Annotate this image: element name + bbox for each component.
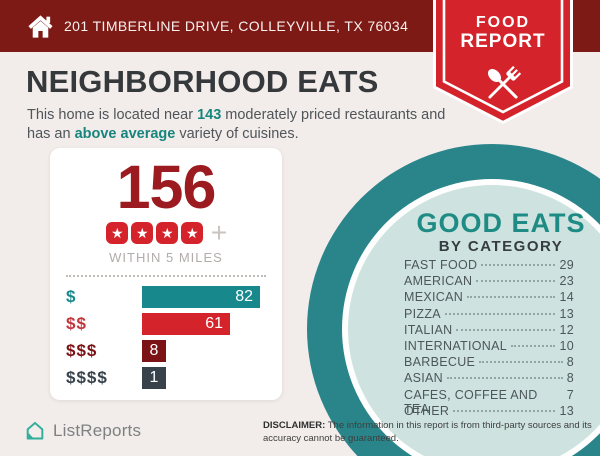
category-row: AMERICAN 23	[404, 274, 574, 290]
dotted-leader	[481, 264, 556, 266]
dotted-leader	[467, 296, 556, 299]
price-bar-chart: $82 $$ 61 $$$ 8 $$$$ 1	[50, 286, 282, 389]
category-label: CAFES, COFFEE AND TEA	[404, 387, 538, 416]
category-label: FAST FOOD	[404, 258, 478, 272]
bar: 82	[142, 286, 260, 308]
category-value: 13	[559, 306, 574, 321]
dotted-leader	[444, 312, 556, 315]
good-eats-title: GOOD EATS	[416, 208, 586, 238]
price-bar-row: $$ 61	[66, 313, 266, 335]
intro-line2: has an above average variety of cuisines…	[27, 126, 299, 142]
star-rating: ★ ★ ★ ★ +	[50, 217, 282, 248]
bar-value: 82	[235, 288, 253, 305]
bar-track: 8	[142, 340, 266, 362]
category-row: BARBECUE 8	[404, 355, 574, 371]
food-report-badge: FOOD REPORT	[433, 0, 573, 124]
category-row: FAST FOOD 29	[404, 258, 574, 274]
price-level-label: $$	[66, 314, 87, 333]
price-bar-row: $$$$ 1	[66, 367, 266, 389]
listreports-logo: ListReports	[24, 420, 141, 442]
category-row: CAFES, COFFEE AND TEA 7	[404, 387, 574, 416]
good-eats-subtitle: BY CATEGORY	[438, 238, 564, 255]
home-icon	[28, 14, 53, 38]
total-restaurants: 156	[116, 153, 217, 221]
star-icon: ★	[131, 222, 154, 244]
bar-value: 61	[205, 315, 223, 332]
star-icon: ★	[181, 222, 204, 244]
category-value: 7	[566, 387, 574, 402]
category-label: MEXICAN	[404, 290, 464, 305]
dotted-leader	[476, 280, 556, 283]
category-label: BARBECUE	[404, 355, 476, 370]
bar-track: 82	[142, 286, 266, 308]
spoon-fork-icon	[488, 65, 522, 99]
price-level-label: $$$$	[66, 368, 108, 387]
category-row: INTERNATIONAL 10	[404, 339, 574, 355]
bar: 8	[142, 340, 166, 362]
bar-track: 1	[142, 367, 266, 389]
category-row: PIZZA 13	[404, 307, 574, 323]
bar-value: 1	[149, 369, 159, 386]
price-bar-row: $$$ 8	[66, 340, 266, 362]
category-row: OTHER 13	[404, 404, 574, 420]
category-label: INTERNATIONAL	[404, 338, 507, 353]
disclaimer: DISCLAIMER: The information in this repo…	[263, 420, 592, 444]
category-label: AMERICAN	[404, 274, 473, 289]
category-value: 8	[566, 371, 574, 386]
price-level-label: $	[66, 287, 77, 306]
dotted-leader	[510, 344, 556, 347]
category-row: ITALIAN 12	[404, 323, 574, 339]
star-icon: ★	[106, 222, 129, 244]
category-value: 13	[559, 403, 574, 418]
bar-track: 61	[142, 313, 266, 335]
category-label: PIZZA	[404, 306, 441, 321]
price-level-label: $$$	[66, 341, 98, 360]
property-address: 201 TIMBERLINE DRIVE, COLLEYVILLE, TX 76…	[64, 18, 409, 34]
category-row: ASIAN 8	[404, 371, 574, 387]
intro-text: This home is located near 143 moderately…	[27, 106, 467, 144]
dotted-divider	[66, 275, 266, 277]
bar: 61	[142, 313, 230, 335]
disclaimer-label: DISCLAIMER:	[263, 420, 326, 431]
price-bar-row: $82	[66, 286, 266, 308]
category-value: 23	[559, 274, 574, 289]
category-label: OTHER	[404, 403, 450, 418]
star-icon: ★	[156, 222, 179, 244]
dotted-leader	[479, 361, 563, 364]
category-list: FAST FOOD 29 AMERICAN 23 MEXICAN 14 PIZZA 13 ITA…	[404, 258, 574, 420]
intro-line1: This home is located near 143 moderately…	[27, 107, 446, 123]
dotted-leader	[456, 328, 556, 331]
listreports-house-icon	[26, 421, 44, 440]
variety-highlight: above average	[74, 126, 176, 142]
brand-name: ListReports	[53, 421, 142, 440]
category-row: MEXICAN 14	[404, 290, 574, 306]
restaurant-stats-card: 156 ★ ★ ★ ★ + WITHIN 5 MILES $82 $$ 61 $$$ 8 $$$$…	[50, 148, 282, 400]
dotted-leader	[453, 409, 556, 412]
category-label: ASIAN	[404, 371, 444, 386]
category-value: 12	[559, 322, 574, 337]
plus-icon: +	[210, 217, 228, 248]
category-label: ITALIAN	[404, 322, 453, 337]
bar-value: 8	[149, 342, 159, 359]
badge-line1: FOOD	[476, 14, 530, 31]
category-value: 14	[559, 290, 574, 305]
category-value: 29	[559, 258, 574, 272]
category-value: 8	[566, 355, 574, 370]
badge-line2: REPORT	[460, 31, 545, 52]
range-label: WITHIN 5 MILES	[109, 250, 223, 265]
category-value: 10	[559, 338, 574, 353]
bar: 1	[142, 367, 166, 389]
dotted-leader	[447, 377, 563, 380]
restaurant-count: 143	[197, 107, 222, 123]
page-title: NEIGHBORHOOD EATS	[26, 64, 379, 99]
